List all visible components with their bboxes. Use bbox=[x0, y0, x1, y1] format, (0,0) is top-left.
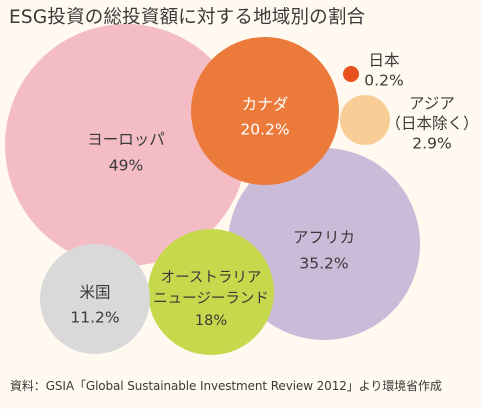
source-note: 資料：GSIA「Global Sustainable Investment Re… bbox=[10, 379, 442, 393]
bubble-circle-europe bbox=[5, 24, 247, 266]
bubble-label-canada: カナダ bbox=[242, 96, 289, 114]
bubble-value-japan: 0.2% bbox=[364, 72, 403, 90]
bubble-value-usa: 11.2% bbox=[70, 309, 119, 327]
bubble-circle-canada bbox=[191, 37, 339, 185]
bubble-circle-oceania bbox=[148, 229, 274, 355]
bubble-africa: アフリカ 35.2% bbox=[228, 148, 420, 340]
bubble-circle-asia bbox=[340, 95, 390, 145]
bubble-label-japan: 日本 bbox=[368, 52, 399, 70]
bubble-label-line2-asia: （日本除く） bbox=[385, 115, 478, 133]
bubble-label-line2-oceania: ニュージーランド bbox=[153, 291, 269, 307]
bubble-label-line1-asia: アジア bbox=[409, 95, 455, 113]
bubble-circle-africa bbox=[228, 148, 420, 340]
bubble-circle-usa bbox=[40, 244, 150, 354]
bubble-value-africa: 35.2% bbox=[299, 255, 348, 273]
page-title: ESG投資の総投資額に対する地域別の割合 bbox=[9, 7, 366, 28]
bubble-value-europe: 49% bbox=[109, 157, 143, 175]
bubble-value-oceania: 18% bbox=[195, 313, 227, 329]
bubble-label-line1-oceania: オーストラリア bbox=[161, 270, 262, 286]
bubble-japan: 日本 0.2% bbox=[343, 52, 404, 90]
bubble-circle-japan bbox=[343, 66, 359, 82]
bubble-asia: アジア （日本除く） 2.9% bbox=[340, 95, 479, 153]
bubble-canada: カナダ 20.2% bbox=[191, 37, 339, 185]
bubble-label-usa: 米国 bbox=[79, 284, 110, 302]
bubble-label-europe: ヨーロッパ bbox=[87, 131, 165, 149]
bubble-usa: 米国 11.2% bbox=[40, 244, 150, 354]
bubble-europe: ヨーロッパ 49% bbox=[5, 24, 247, 266]
bubble-value-asia: 2.9% bbox=[412, 135, 451, 153]
bubble-label-africa: アフリカ bbox=[293, 229, 355, 247]
bubble-value-canada: 20.2% bbox=[240, 121, 289, 139]
